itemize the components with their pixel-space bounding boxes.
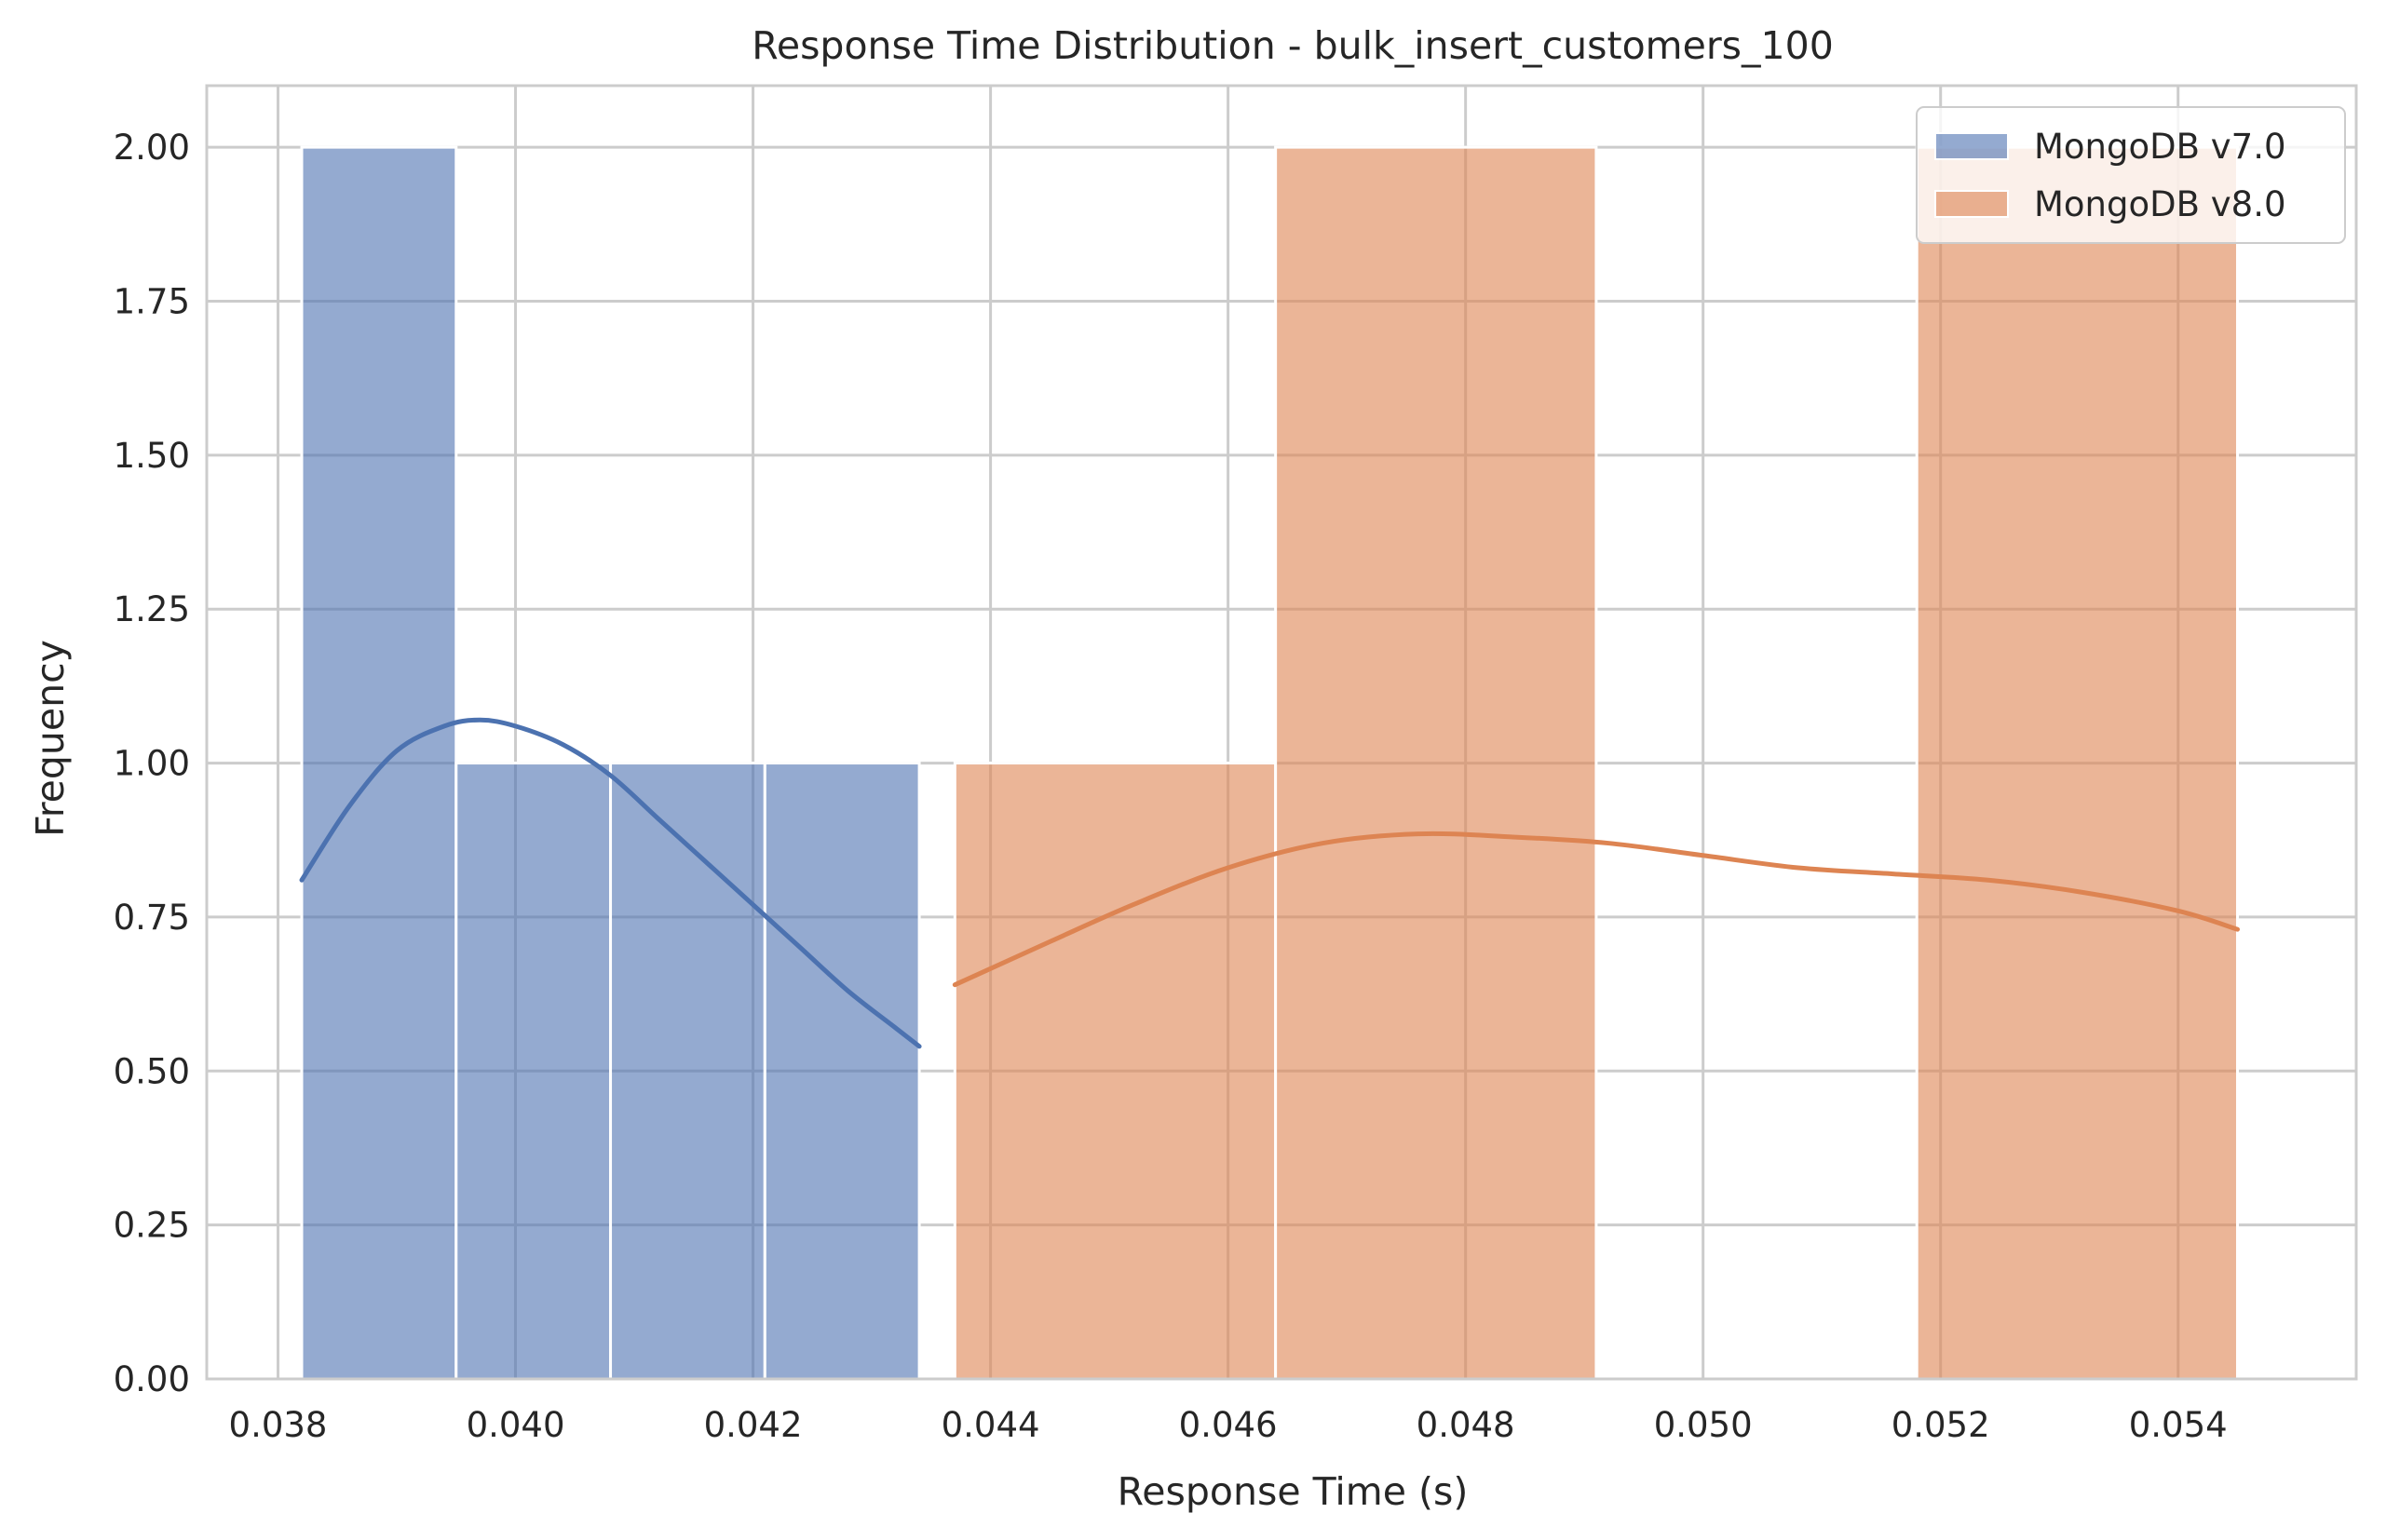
histogram-bar-v7: [300, 145, 458, 1381]
x-tick-label: 0.046: [1179, 1405, 1278, 1445]
x-axis-title: Response Time (s): [1118, 1469, 1469, 1514]
y-tick-label: 1.75: [114, 282, 190, 322]
x-tick-label: 0.050: [1654, 1405, 1753, 1445]
legend-label-v8: MongoDB v8.0: [2034, 184, 2286, 224]
histogram-bar-v8: [953, 762, 1278, 1381]
legend-box: [1916, 106, 2346, 244]
legend-swatch-v8: [1934, 190, 2009, 218]
kde-line-v8: [952, 831, 2240, 988]
x-tick-label: 0.040: [467, 1405, 565, 1445]
x-tick-label: 0.044: [942, 1405, 1040, 1445]
y-tick-label: 0.75: [114, 898, 190, 938]
y-tick-label: 1.25: [114, 589, 190, 629]
histogram-bar-v7: [609, 762, 766, 1381]
legend-label-v7: MongoDB v7.0: [2034, 127, 2286, 167]
legend: MongoDB v7.0 MongoDB v8.0: [1916, 106, 2346, 244]
y-tick-labels: 0.00 0.25 0.50 0.75 1.00 1.25 1.50 1.75 2.00: [114, 128, 190, 1399]
x-tick-label: 0.052: [1892, 1405, 1990, 1445]
kde-curves: [299, 717, 2240, 1049]
axes-frame: [205, 84, 2358, 1381]
y-tick-label: 0.00: [114, 1359, 190, 1399]
histogram-bar-v8: [1274, 145, 1598, 1381]
y-tick-label: 0.25: [114, 1206, 190, 1246]
x-tick-label: 0.054: [2129, 1405, 2228, 1445]
chart-title: Response Time Distribution - bulk_insert…: [752, 23, 1834, 68]
legend-swatch-v7: [1934, 132, 2009, 160]
histogram-bar-v7: [763, 762, 921, 1381]
x-tick-label: 0.038: [229, 1405, 328, 1445]
y-tick-label: 0.50: [114, 1051, 190, 1091]
histogram-bars: [300, 145, 2239, 1381]
x-tick-labels: 0.038 0.040 0.042 0.044 0.046 0.048 0.050 0.052…: [229, 1405, 2228, 1445]
y-tick-label: 1.50: [114, 436, 190, 476]
y-tick-label: 1.00: [114, 744, 190, 784]
y-tick-label: 2.00: [114, 128, 190, 168]
plot-border: [205, 84, 2358, 1381]
y-axis-title: Frequency: [28, 640, 73, 837]
histogram-bar-v8: [1915, 145, 2239, 1381]
x-tick-label: 0.042: [704, 1405, 803, 1445]
histogram-bar-v7: [454, 762, 613, 1381]
kde-line-v7: [299, 717, 922, 1049]
x-tick-label: 0.048: [1417, 1405, 1515, 1445]
